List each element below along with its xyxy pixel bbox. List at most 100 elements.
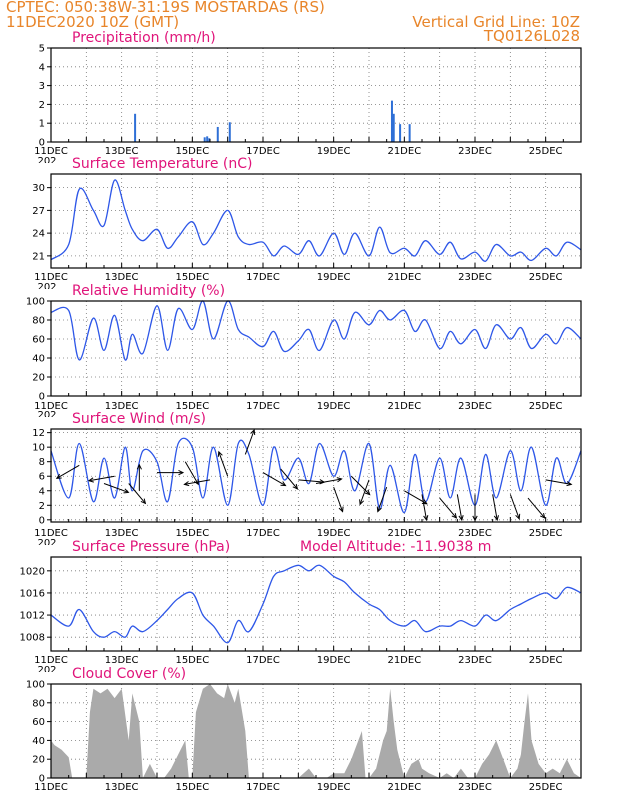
wind-vector-head <box>423 515 429 522</box>
rh-xtick-label: 15DEC <box>175 401 209 412</box>
rh-ytick-label: 40 <box>32 354 45 365</box>
panel-wind: Surface Wind (m/s) 0 2 4 6 8 10 12 11DEC 13DEC 15D… <box>32 411 582 549</box>
cloud-xtick-label: 23DEC <box>458 782 492 793</box>
cloud-xtick-label: 25DEC <box>529 782 563 793</box>
cloud-xtick-label: 19DEC <box>317 782 351 793</box>
precip-bar <box>134 113 137 142</box>
temp-xtick-label: 13DEC <box>105 272 139 283</box>
rh-xtick-label: 17DEC <box>246 401 280 412</box>
wind-ytick-label: 4 <box>39 486 45 497</box>
wind-vector <box>377 486 388 512</box>
wind-xtick-label: 13DEC <box>105 528 139 539</box>
rh-ytick-label: 60 <box>32 335 45 346</box>
precip-bar <box>216 126 219 142</box>
temp-xtick-label: 19DEC <box>317 272 351 283</box>
wind-vector-head <box>55 473 62 479</box>
pressure-title: Surface Pressure (hPa) <box>72 539 230 555</box>
precip-xtick-label: 23DEC <box>458 146 492 157</box>
precip-xtick-label: 11DEC <box>34 146 68 157</box>
precip-ytick-label: 2 <box>39 100 45 111</box>
precip-ytick-label: 0 <box>39 138 45 149</box>
wind-ytick-label: 6 <box>39 472 45 483</box>
cloud-xtick-label: 13DEC <box>105 782 139 793</box>
pressure-xtick-label: 15DEC <box>175 655 209 666</box>
rh-xtick-label: 21DEC <box>387 401 421 412</box>
temp-xtick-label: 15DEC <box>175 272 209 283</box>
rh-frame <box>50 300 582 397</box>
cloud-ytick-label: 20 <box>32 755 45 766</box>
pressure-ytick-label: 1016 <box>20 588 45 599</box>
temp-line <box>50 179 582 262</box>
panel-precip: Precipitation (mm/h) 0 1 2 3 4 5 11DEC 13DEC 15DE… <box>34 30 582 167</box>
panel-cloud: Cloud Cover (%) 0 20 40 60 80 100 11DEC 13DEC 15D… <box>26 666 582 793</box>
temp-xtick-year: 202 <box>37 282 56 293</box>
wind-vector-head <box>87 477 94 483</box>
pressure-ytick-label: 1012 <box>20 611 45 622</box>
wind-vector <box>184 479 211 485</box>
pressure-xtick-label: 21DEC <box>387 655 421 666</box>
rh-ytick-label: 0 <box>39 392 45 403</box>
panel-pressure: Surface Pressure (hPa) Model Altitude: -1… <box>20 539 582 676</box>
precip-xtick-label: 21DEC <box>387 146 421 157</box>
precip-xtick-label: 13DEC <box>105 146 139 157</box>
header-grid-line: Vertical Grid Line: 10Z <box>412 13 580 31</box>
cloud-ytick-label: 80 <box>32 698 45 709</box>
wind-vector-head <box>359 499 365 506</box>
wind-vector-head <box>336 477 343 483</box>
temp-xtick-label: 17DEC <box>246 272 280 283</box>
rh-xtick-label: 25DEC <box>529 401 563 412</box>
precip-bar <box>399 124 402 142</box>
rh-title: Relative Humidity (%) <box>72 283 225 299</box>
cloud-ytick-label: 100 <box>26 680 45 691</box>
wind-xtick-label: 25DEC <box>529 528 563 539</box>
wind-vector-head <box>140 498 147 505</box>
precip-bar <box>208 138 211 142</box>
wind-xtick-label: 11DEC <box>34 528 68 539</box>
pressure-xtick-label: 25DEC <box>529 655 563 666</box>
cloud-ytick-label: 60 <box>32 717 45 728</box>
wind-vector <box>244 429 255 455</box>
pressure-xtick-label: 13DEC <box>105 655 139 666</box>
wind-vector <box>88 475 115 482</box>
pressure-xtick-label: 17DEC <box>246 655 280 666</box>
temp-ytick-label: 24 <box>32 229 45 240</box>
wind-vector <box>262 472 286 487</box>
rh-line <box>50 300 582 361</box>
wind-vector <box>280 468 298 490</box>
pressure-xtick-label: 19DEC <box>317 655 351 666</box>
precip-xtick-label: 17DEC <box>246 146 280 157</box>
precip-xtick-label: 15DEC <box>175 146 209 157</box>
pressure-ytick-label: 1020 <box>20 566 45 577</box>
wind-vector-head <box>493 515 499 522</box>
panel-temp: Surface Temperature (nC) 21 24 27 30 11DEC 13D… <box>32 156 582 293</box>
wind-vector-head <box>136 463 142 470</box>
precip-bar <box>390 100 393 142</box>
temp-title: Surface Temperature (nC) <box>72 156 253 172</box>
wind-vector <box>315 478 342 484</box>
header-model: TQ0126L028 <box>483 27 580 45</box>
temp-xtick-label: 11DEC <box>34 272 68 283</box>
wind-vector <box>56 464 80 479</box>
header-run-time: 11DEC2020 10Z (GMT) <box>6 13 179 31</box>
panel-rh: Relative Humidity (%) 0 20 40 60 80 100 11DEC 13… <box>26 283 582 421</box>
wind-vector-head <box>539 512 546 519</box>
precip-ytick-label: 3 <box>39 81 45 92</box>
wind-vector <box>298 479 325 483</box>
wind-vector-head <box>338 506 344 513</box>
wind-ytick-label: 2 <box>39 501 45 512</box>
wind-vector-head <box>376 506 382 513</box>
temp-xtick-label: 21DEC <box>387 272 421 283</box>
cloud-xtick-label: 21DEC <box>387 782 421 793</box>
temp-ytick-label: 27 <box>32 206 45 217</box>
wind-xtick-label: 21DEC <box>387 528 421 539</box>
wind-vector <box>103 483 129 493</box>
wind-xtick-year: 202 <box>37 538 56 549</box>
precip-ytick-label: 4 <box>39 62 45 73</box>
wind-vector-head <box>178 469 185 476</box>
cloud-xtick-label: 17DEC <box>246 782 280 793</box>
wind-ytick-label: 8 <box>39 457 45 468</box>
wind-vector <box>350 475 371 495</box>
wind-vector-head <box>566 481 573 487</box>
temp-xtick-label: 23DEC <box>458 272 492 283</box>
temp-ytick-label: 30 <box>32 183 45 194</box>
